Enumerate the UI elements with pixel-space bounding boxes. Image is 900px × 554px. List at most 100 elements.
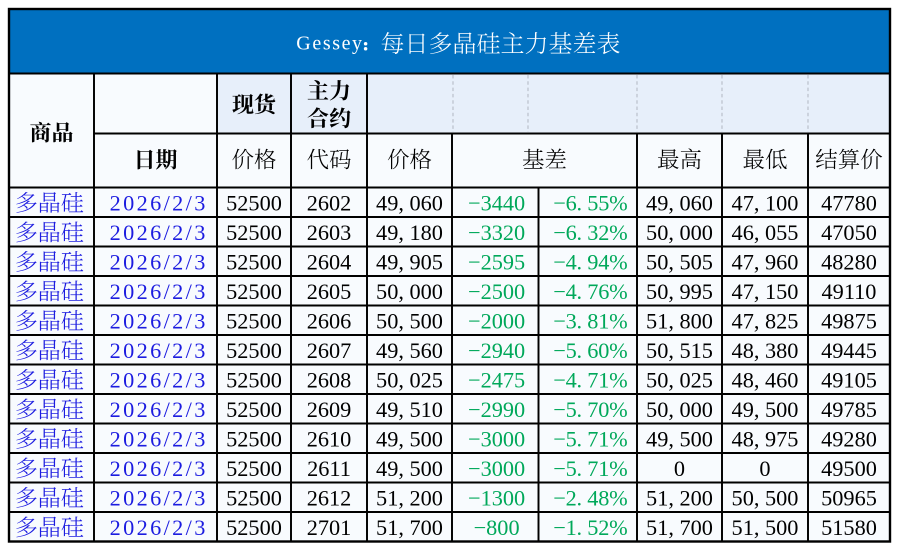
- svg-text:−4. 94%: −4. 94%: [553, 249, 627, 274]
- svg-text:49445: 49445: [821, 338, 877, 363]
- svg-text:−2475: −2475: [468, 367, 525, 392]
- svg-text:47, 960: 47, 960: [732, 249, 799, 274]
- svg-text:51, 200: 51, 200: [376, 485, 443, 510]
- svg-text:49875: 49875: [821, 308, 877, 333]
- svg-text:2026/2/3: 2026/2/3: [110, 338, 208, 363]
- svg-text:52500: 52500: [226, 456, 282, 481]
- svg-text:−800: −800: [474, 515, 520, 540]
- svg-text:−5. 60%: −5. 60%: [553, 338, 627, 363]
- svg-text:49, 500: 49, 500: [732, 397, 799, 422]
- svg-text:50, 025: 50, 025: [376, 367, 443, 392]
- svg-text:47, 100: 47, 100: [732, 190, 799, 215]
- svg-text:2701: 2701: [307, 515, 352, 540]
- svg-text:49, 560: 49, 560: [376, 338, 443, 363]
- svg-text:2612: 2612: [307, 485, 352, 510]
- svg-text:52500: 52500: [226, 279, 282, 304]
- svg-text:2026/2/3: 2026/2/3: [110, 515, 208, 540]
- svg-text:47050: 47050: [821, 220, 877, 245]
- svg-text:52500: 52500: [226, 249, 282, 274]
- svg-text:52500: 52500: [226, 426, 282, 451]
- svg-text:50, 000: 50, 000: [646, 397, 713, 422]
- svg-text:51, 700: 51, 700: [646, 515, 713, 540]
- svg-text:−3000: −3000: [468, 456, 525, 481]
- svg-text:−2990: −2990: [468, 397, 525, 422]
- svg-text:50, 500: 50, 500: [376, 308, 443, 333]
- svg-text:−4. 71%: −4. 71%: [553, 367, 627, 392]
- svg-text:50, 995: 50, 995: [646, 279, 713, 304]
- svg-text:48, 380: 48, 380: [732, 338, 799, 363]
- svg-text:52500: 52500: [226, 397, 282, 422]
- svg-text:2026/2/3: 2026/2/3: [110, 426, 208, 451]
- svg-text:52500: 52500: [226, 338, 282, 363]
- svg-text:2026/2/3: 2026/2/3: [110, 485, 208, 510]
- svg-text:51, 700: 51, 700: [376, 515, 443, 540]
- svg-text:49, 500: 49, 500: [376, 456, 443, 481]
- svg-text:−2500: −2500: [468, 279, 525, 304]
- svg-text:−1300: −1300: [468, 485, 525, 510]
- svg-text:2026/2/3: 2026/2/3: [110, 456, 208, 481]
- svg-text:52500: 52500: [226, 190, 282, 215]
- svg-text:−3. 81%: −3. 81%: [553, 308, 627, 333]
- svg-text:2026/2/3: 2026/2/3: [110, 279, 208, 304]
- svg-text:2605: 2605: [307, 279, 352, 304]
- svg-text:2610: 2610: [307, 426, 352, 451]
- svg-text:Gessey: Gessey: [296, 32, 363, 54]
- svg-text:−6. 32%: −6. 32%: [553, 220, 627, 245]
- svg-text:−2940: −2940: [468, 338, 525, 363]
- svg-text:2609: 2609: [307, 397, 352, 422]
- svg-text:49500: 49500: [821, 456, 877, 481]
- svg-text:48, 460: 48, 460: [732, 367, 799, 392]
- svg-text:51, 500: 51, 500: [732, 515, 799, 540]
- svg-text:−3000: −3000: [468, 426, 525, 451]
- svg-text:2602: 2602: [307, 190, 352, 215]
- svg-text:0: 0: [759, 456, 770, 481]
- svg-text:50, 500: 50, 500: [732, 485, 799, 510]
- svg-text:2026/2/3: 2026/2/3: [110, 308, 208, 333]
- svg-text:49, 180: 49, 180: [376, 220, 443, 245]
- svg-text:47, 825: 47, 825: [732, 308, 799, 333]
- svg-text:−5. 71%: −5. 71%: [553, 456, 627, 481]
- svg-text:−2595: −2595: [468, 249, 525, 274]
- svg-text:−6. 55%: −6. 55%: [553, 190, 627, 215]
- svg-text:47780: 47780: [821, 190, 877, 215]
- svg-text:49, 060: 49, 060: [376, 190, 443, 215]
- svg-text:−1. 52%: −1. 52%: [553, 515, 627, 540]
- svg-text:2606: 2606: [307, 308, 352, 333]
- svg-text:52500: 52500: [226, 515, 282, 540]
- svg-text:2608: 2608: [307, 367, 352, 392]
- svg-text:2026/2/3: 2026/2/3: [110, 190, 208, 215]
- svg-text:51, 800: 51, 800: [646, 308, 713, 333]
- svg-text:50, 515: 50, 515: [646, 338, 713, 363]
- svg-text:49, 510: 49, 510: [376, 397, 443, 422]
- svg-text:48, 975: 48, 975: [732, 426, 799, 451]
- svg-text:2604: 2604: [307, 249, 352, 274]
- svg-text:49105: 49105: [821, 367, 877, 392]
- svg-text:49280: 49280: [821, 426, 877, 451]
- svg-text:50965: 50965: [821, 485, 877, 510]
- svg-text:49785: 49785: [821, 397, 877, 422]
- svg-text:−3320: −3320: [468, 220, 525, 245]
- svg-text:49, 500: 49, 500: [376, 426, 443, 451]
- svg-text:49, 905: 49, 905: [376, 249, 443, 274]
- svg-text:2026/2/3: 2026/2/3: [110, 249, 208, 274]
- svg-text:49, 500: 49, 500: [646, 426, 713, 451]
- svg-text:46, 055: 46, 055: [732, 220, 799, 245]
- svg-text:2026/2/3: 2026/2/3: [110, 220, 208, 245]
- svg-text:−3440: −3440: [468, 190, 525, 215]
- svg-text:50, 025: 50, 025: [646, 367, 713, 392]
- svg-text:50, 505: 50, 505: [646, 249, 713, 274]
- svg-text:47, 150: 47, 150: [732, 279, 799, 304]
- svg-text:2603: 2603: [307, 220, 352, 245]
- svg-text:2026/2/3: 2026/2/3: [110, 397, 208, 422]
- svg-text:52500: 52500: [226, 367, 282, 392]
- svg-text:51, 200: 51, 200: [646, 485, 713, 510]
- svg-text:2026/2/3: 2026/2/3: [110, 367, 208, 392]
- svg-text:0: 0: [674, 456, 685, 481]
- svg-text:52500: 52500: [226, 308, 282, 333]
- svg-text:52500: 52500: [226, 220, 282, 245]
- svg-text:2607: 2607: [307, 338, 352, 363]
- svg-text:49110: 49110: [822, 279, 877, 304]
- svg-text:2611: 2611: [307, 456, 351, 481]
- svg-text:51580: 51580: [821, 515, 877, 540]
- svg-text:−2000: −2000: [468, 308, 525, 333]
